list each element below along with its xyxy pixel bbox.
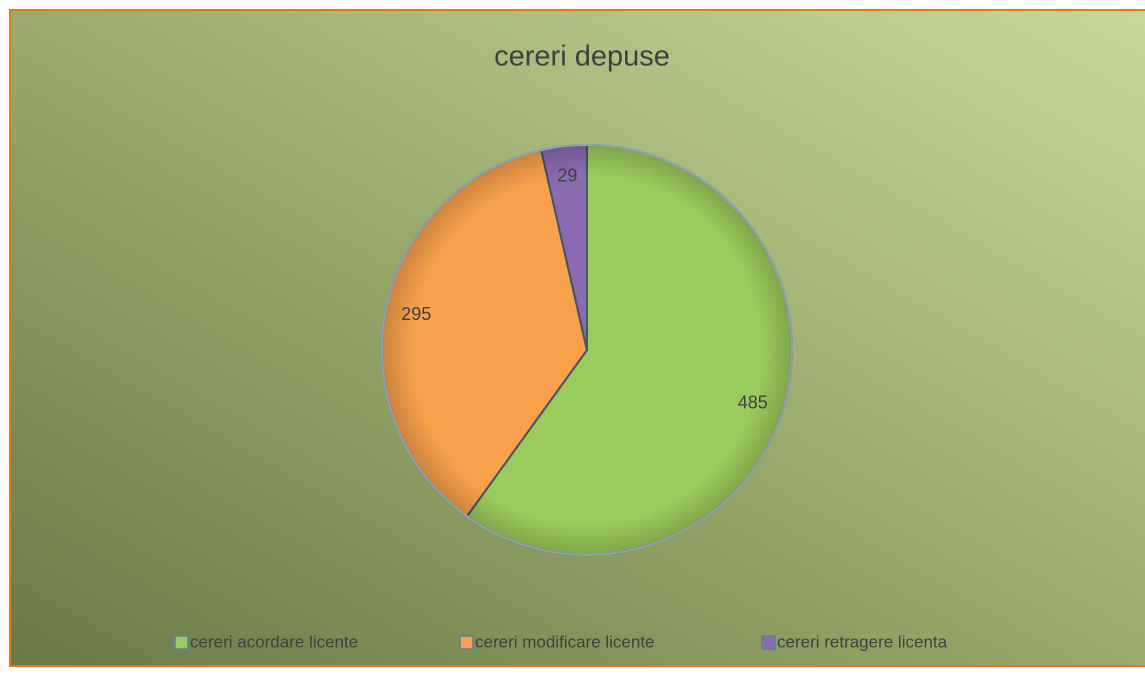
data-label: 485 — [738, 392, 768, 412]
legend-marker — [459, 635, 474, 650]
chart-title: cereri depuse — [494, 41, 670, 73]
data-label: 295 — [401, 304, 431, 324]
legend-marker — [174, 635, 189, 650]
legend-label: cereri modificare licente — [475, 632, 655, 651]
data-label: 29 — [557, 166, 577, 186]
pie-shade — [381, 144, 793, 556]
legend-marker — [761, 635, 776, 650]
pie: 485 295 29 — [381, 143, 793, 556]
legend-label: cereri acordare licente — [190, 632, 358, 651]
legend-label: cereri retragere licenta — [777, 632, 948, 651]
legend: cereri acordare licente cereri modificare… — [174, 632, 948, 651]
